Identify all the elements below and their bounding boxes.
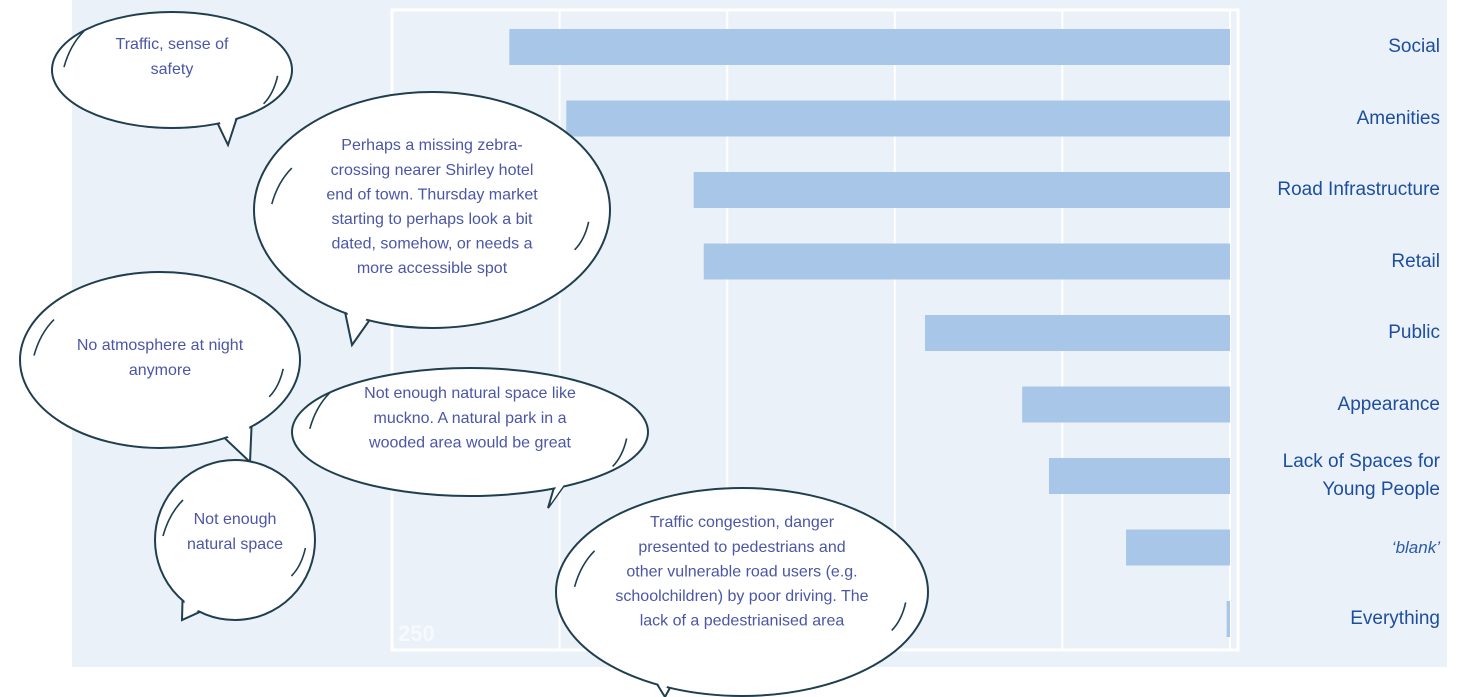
bubble-tail-cover [183, 583, 214, 618]
speech-bubble [51, 11, 293, 129]
annotation-text: lack of a pedestrianised area [640, 613, 845, 630]
bar [1048, 458, 1230, 494]
bubble-shine [271, 167, 293, 205]
annotation-text: dated, somehow, or needs a [331, 236, 532, 253]
bar [703, 243, 1230, 280]
bar [566, 100, 1230, 137]
annotation-text: end of town. Thursday market [326, 186, 538, 203]
annotation-text: other vulnerable road users (e.g. [626, 563, 857, 580]
bubble-shine [33, 319, 55, 356]
bubble-shine [891, 602, 907, 631]
bar [924, 315, 1230, 351]
bubble-shine [309, 392, 331, 430]
annotation-text: muckno. A natural park in a [374, 410, 567, 427]
annotation-text: starting to perhaps look a bit [331, 211, 533, 228]
bar [1126, 529, 1230, 566]
speech-bubble [291, 367, 649, 497]
bubble-shine [162, 499, 184, 537]
annotation-text: presented to pedestrians and [638, 539, 845, 556]
bar [1226, 601, 1230, 637]
speech-bubble [154, 459, 316, 621]
speech-bubble [555, 487, 929, 697]
category-label: Lack of Spaces for Young People [1282, 451, 1440, 500]
category-label: ‘blank’ [1391, 537, 1440, 557]
category-label: Retail [1391, 250, 1440, 272]
bubble-tail-cover [550, 452, 587, 504]
speech-bubble [253, 91, 611, 329]
annotation-text: Traffic, sense of [116, 36, 229, 53]
bubble-shine [268, 368, 284, 398]
bubble-tail-cover [634, 645, 674, 694]
category-label: Appearance [1337, 393, 1440, 415]
bubble-tail-cover [218, 398, 251, 458]
bubble-shine [612, 438, 628, 467]
category-label: Public [1388, 322, 1440, 343]
bubble-shine [63, 30, 85, 68]
bubble-tail-cover [341, 280, 378, 340]
annotation-text: Not enough natural space like [364, 385, 576, 402]
annotation-text: safety [151, 61, 194, 78]
bubble-tail-cover [217, 98, 242, 142]
speech-bubble [19, 271, 301, 449]
annotation-text: anymore [129, 362, 191, 379]
annotation-text: natural space [187, 536, 283, 553]
annotation-text: schoolchildren) by poor driving. The [615, 588, 868, 605]
annotation-text: No atmosphere at night [77, 337, 244, 354]
category-label: Social [1388, 36, 1440, 57]
annotation-text: Traffic congestion, danger [650, 514, 835, 531]
annotation-text: Not enough [194, 511, 277, 528]
x-tick-label: 250 [398, 621, 435, 646]
bubble-shine [573, 550, 596, 588]
category-label: Road Infrastructure [1277, 179, 1440, 200]
bar [693, 172, 1230, 208]
bar [1022, 386, 1230, 423]
bubble-shine [290, 547, 307, 577]
category-label: Amenities [1356, 107, 1440, 129]
annotation-text: more accessible spot [357, 260, 508, 277]
bubble-shine [263, 75, 279, 105]
category-label: Everything [1350, 608, 1440, 629]
annotation-text: Perhaps a missing zebra- [341, 137, 522, 154]
bar [509, 29, 1230, 65]
annotation-text: wooded area would be great [368, 434, 571, 451]
annotation-text: crossing nearer Shirley hotel [331, 162, 534, 179]
bubble-shine [574, 221, 590, 251]
